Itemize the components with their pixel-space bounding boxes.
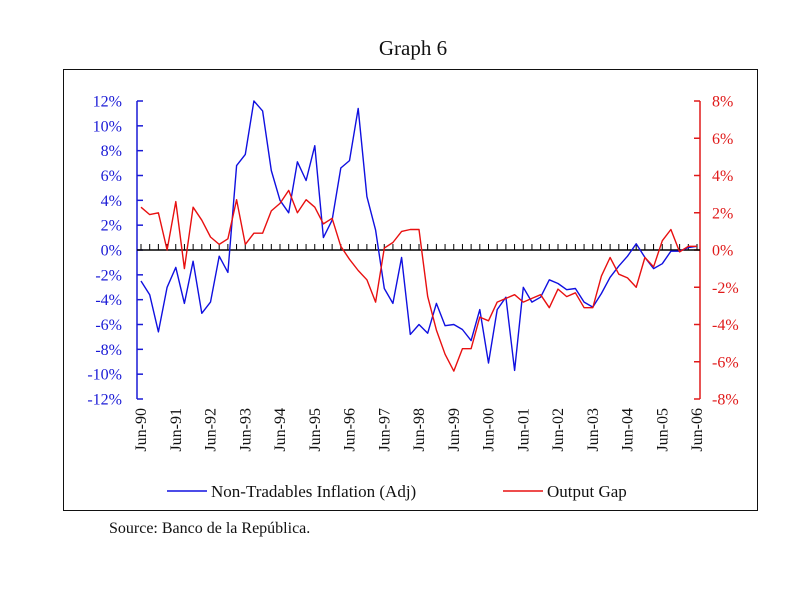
x-axis-tick-label: Jun-97 xyxy=(376,408,393,452)
right-axis: 8% 6% 4% 2% 0% -2% -4% -6% -8% xyxy=(694,94,739,409)
left-axis-tick-label: 4% xyxy=(101,193,122,210)
legend-item-non-tradables-inflation: Non-Tradables Inflation (Adj) xyxy=(167,482,416,501)
x-axis-tick-label: Jun-02 xyxy=(550,408,567,452)
left-axis-tick-label: -10% xyxy=(87,367,122,384)
x-axis-tick-label: Jun-05 xyxy=(654,408,671,452)
left-axis-tick-label: -6% xyxy=(95,317,122,334)
x-axis-tick-label: Jun-96 xyxy=(342,408,359,452)
right-axis-tick-label: -8% xyxy=(712,392,739,409)
left-axis-tick-label: -12% xyxy=(87,392,122,409)
left-axis-tick-label: -8% xyxy=(95,342,122,359)
series-line-output-gap xyxy=(140,189,697,372)
right-axis-tick-label: 0% xyxy=(712,243,733,260)
series-layer xyxy=(140,100,698,372)
left-axis-tick-label: 2% xyxy=(101,218,122,235)
right-axis-tick-label: 2% xyxy=(712,205,733,222)
legend-label: Non-Tradables Inflation (Adj) xyxy=(211,482,416,501)
x-axis-tick-label: Jun-98 xyxy=(411,408,428,452)
right-axis-tick-label: 6% xyxy=(712,131,733,148)
x-axis-tick-label: Jun-92 xyxy=(203,408,220,452)
x-axis-tick-label: Jun-04 xyxy=(620,408,637,452)
x-axis-tick-label: Jun-94 xyxy=(272,408,289,452)
x-axis-tick-label: Jun-91 xyxy=(168,408,185,452)
series-line-non-tradables-inflation xyxy=(140,100,698,372)
left-axis: 12% 10% 8% 6% 4% 2% 0% -2% -4% -6% -8% -10% -12% xyxy=(87,94,143,409)
legend-label: Output Gap xyxy=(547,482,627,501)
right-axis-tick-label: -6% xyxy=(712,354,739,371)
left-axis-tick-label: 8% xyxy=(101,143,122,160)
chart-frame xyxy=(63,69,758,511)
legend-item-output-gap: Output Gap xyxy=(503,482,627,501)
x-axis: Jun-90 Jun-91 Jun-92 Jun-93 Jun-94 Jun-95 Jun-… xyxy=(133,244,706,452)
left-axis-tick-label: 0% xyxy=(101,243,122,260)
right-axis-tick-label: 8% xyxy=(712,94,733,111)
left-axis-tick-label: 10% xyxy=(93,118,122,135)
x-axis-tick-label: Jun-06 xyxy=(689,408,706,452)
source-note: Source: Banco de la República. xyxy=(109,520,311,537)
x-axis-tick-label: Jun-00 xyxy=(481,408,498,452)
x-axis-tick-label: Jun-01 xyxy=(515,408,532,452)
right-axis-tick-label: -4% xyxy=(712,317,739,334)
left-axis-tick-label: 12% xyxy=(93,94,122,111)
chart-title: Graph 6 xyxy=(378,36,448,60)
x-axis-tick-label: Jun-95 xyxy=(307,408,324,452)
legend: Non-Tradables Inflation (Adj) Output Gap xyxy=(167,482,627,501)
left-axis-tick-label: -2% xyxy=(95,267,122,284)
right-axis-tick-label: -2% xyxy=(712,280,739,297)
x-axis-tick-label: Jun-99 xyxy=(446,408,463,452)
right-axis-tick-label: 4% xyxy=(712,168,733,185)
left-axis-tick-label: -4% xyxy=(95,292,122,309)
left-axis-tick-label: 6% xyxy=(101,168,122,185)
x-axis-tick-label: Jun-03 xyxy=(585,408,602,452)
x-axis-tick-label: Jun-90 xyxy=(133,408,150,452)
x-axis-tick-label: Jun-93 xyxy=(237,408,254,452)
